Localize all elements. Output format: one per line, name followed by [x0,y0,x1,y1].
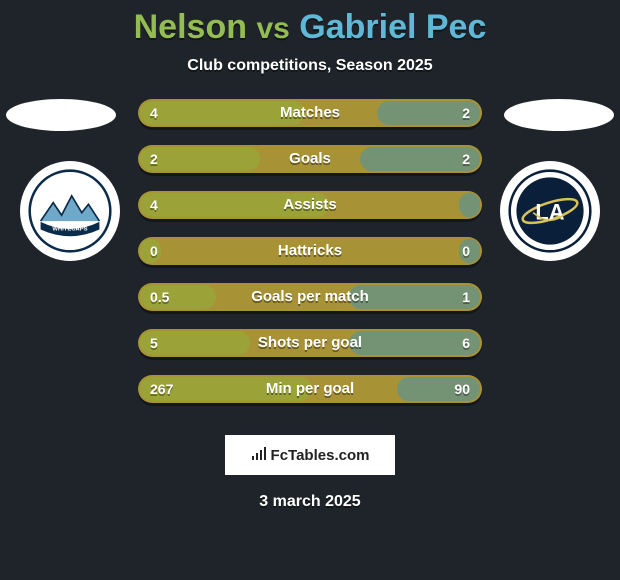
stat-label: Shots per goal [138,329,482,357]
chart-icon [251,447,267,463]
comparison-title: Nelson vs Gabriel Pec [0,0,620,47]
stat-row: Matches4 2 [138,99,482,127]
stat-row: Goals per match0.5 1 [138,283,482,311]
whitecaps-icon: WHITECAPS [28,169,112,253]
stat-value-left: 0.5 [150,283,169,311]
player-left-shadow [6,99,116,131]
stat-value-right: 6 [462,329,470,357]
stat-value-left: 2 [150,145,158,173]
stat-value-left: 0 [150,237,158,265]
player-right-name: Gabriel Pec [299,8,486,46]
svg-text:WHITECAPS: WHITECAPS [52,226,87,232]
stat-value-left: 267 [150,375,173,403]
player-right-shadow [504,99,614,131]
date-label: 3 march 2025 [0,493,620,511]
stat-label: Hattricks [138,237,482,265]
stat-value-right: 2 [462,99,470,127]
stat-value-left: 4 [150,191,158,219]
stat-value-left: 4 [150,99,158,127]
brand-badge: FcTables.com [225,435,395,475]
stat-label: Matches [138,99,482,127]
brand-text: FcTables.com [271,447,370,464]
player-left-name: Nelson [134,8,247,46]
stat-row: Min per goal267 90 [138,375,482,403]
club-crest-right: LA [500,161,600,261]
stat-value-right: 1 [462,283,470,311]
club-crest-left: WHITECAPS [20,161,120,261]
stat-label: Min per goal [138,375,482,403]
la-galaxy-icon: LA [508,169,592,253]
stat-value-left: 5 [150,329,158,357]
comparison-stage: WHITECAPS LA Matches42Goals22Assists4Hat… [0,99,620,429]
stat-value-right: 2 [462,145,470,173]
subtitle: Club competitions, Season 2025 [0,57,620,75]
stat-bars: Matches42Goals22Assists4Hattricks00Goals… [138,99,482,421]
vs-label: vs [256,12,289,45]
stat-row: Goals2 2 [138,145,482,173]
stat-label: Goals per match [138,283,482,311]
stat-value-right: 90 [454,375,470,403]
stat-row: Hattricks0 0 [138,237,482,265]
stat-row: Shots per goal5 6 [138,329,482,357]
stat-row: Assists4 [138,191,482,219]
stat-label: Assists [138,191,482,219]
stat-label: Goals [138,145,482,173]
stat-value-right: 0 [462,237,470,265]
